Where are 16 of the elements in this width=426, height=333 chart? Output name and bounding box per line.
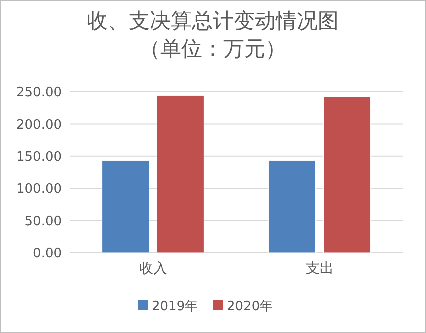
y-tick-label: 250.00: [16, 86, 62, 101]
legend-label: 2019年: [152, 300, 198, 315]
y-tick-label: 200.00: [16, 118, 62, 133]
bar: [268, 160, 316, 254]
y-tick-label: 100.00: [16, 182, 62, 198]
chart-title: 收、支决算总计变动情况图: [87, 9, 339, 33]
x-tick-label: 支出: [306, 261, 334, 277]
x-tick-label: 收入: [139, 261, 168, 277]
y-tick-label: 150.00: [16, 150, 62, 165]
legend-label: 2020年: [227, 300, 274, 315]
y-tick-label: 0.00: [33, 246, 62, 262]
bar: [102, 160, 150, 254]
bar: [157, 96, 204, 254]
bar: [324, 96, 371, 254]
y-tick-label: 50.00: [24, 214, 62, 230]
chart-subtitle: （单位：万元）: [140, 37, 286, 61]
